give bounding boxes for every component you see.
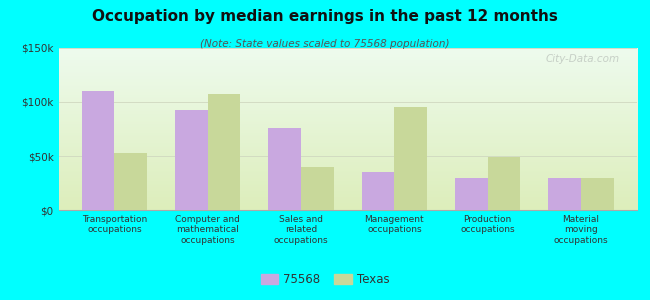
Bar (362, 172, 395, 210)
Text: Occupation by median earnings in the past 12 months: Occupation by median earnings in the pas… (92, 9, 558, 24)
Legend: 75568, Texas: 75568, Texas (256, 269, 394, 291)
Bar (549, 178, 581, 210)
Bar (208, 94, 240, 210)
Text: (Note: State values scaled to 75568 population): (Note: State values scaled to 75568 popu… (200, 39, 450, 49)
Bar (114, 153, 147, 210)
Bar (455, 178, 488, 210)
Bar (395, 107, 427, 210)
Bar (301, 167, 333, 210)
Bar (268, 128, 301, 210)
Bar (82, 91, 114, 210)
Bar (488, 157, 521, 210)
Text: City-Data.com: City-Data.com (545, 55, 619, 64)
Bar (581, 178, 614, 210)
Bar (175, 110, 208, 210)
